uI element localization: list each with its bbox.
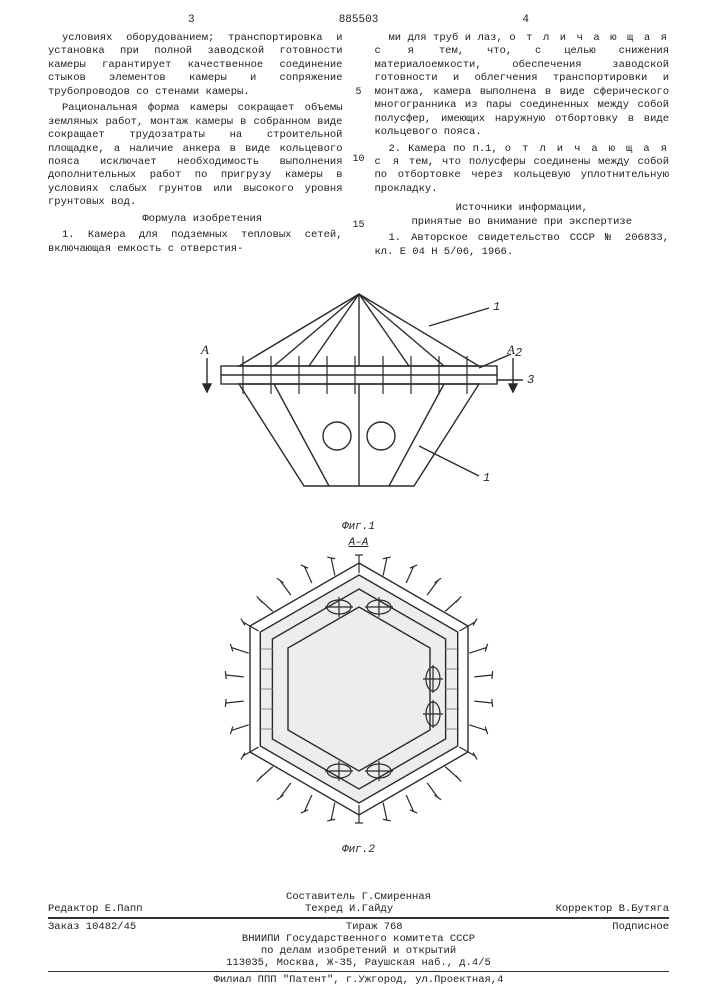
ln-10: 10 — [352, 154, 364, 167]
fig1-caption: Фиг.1 — [179, 521, 539, 533]
editor: Редактор Е.Папп — [48, 903, 143, 915]
text-columns: условиях оборудованием; транспортировка … — [48, 32, 669, 262]
right-column: ми для труб и лаз, о т л и ч а ю щ а я с… — [375, 32, 670, 262]
compiler: Составитель Г.Смиренная — [48, 891, 669, 903]
section-aa: А–А — [179, 537, 539, 549]
corrector: Корректор В.Бутяга — [556, 903, 669, 915]
left-p1: условиях оборудованием; транспортировка … — [48, 32, 343, 99]
source-1: 1. Авторское свидетельство СССР № 206833… — [375, 232, 670, 259]
fig1-label-1: 1 — [493, 300, 500, 314]
subscription: Подписное — [612, 921, 669, 933]
left-p3: 1. Камера для подземных тепловых сетей, … — [48, 229, 343, 256]
right-p1: ми для труб и лаз, о т л и ч а ю щ а я с… — [375, 32, 670, 140]
fig1-label-3: 3 — [527, 373, 534, 387]
page-num-left: 3 — [188, 14, 195, 26]
fig1-label-2: 2 — [515, 346, 522, 360]
filial: Филиал ППП "Патент", г.Ужгород, ул.Проек… — [48, 974, 669, 986]
figure-1: А А 1 2 3 1 — [179, 276, 539, 516]
patent-number: 885503 — [48, 14, 669, 26]
org-line-1: ВНИИПИ Государственного комитета СССР — [48, 933, 669, 945]
techred: Техред И.Гайду — [305, 903, 393, 915]
line-numbers: 5 10 15 — [351, 32, 367, 262]
page-num-right: 4 — [522, 14, 529, 26]
arrow-a-left: А — [200, 342, 209, 357]
sources-title: Источники информации, принятые во вниман… — [375, 202, 670, 229]
org-line-2: по делам изобретений и открытий — [48, 945, 669, 957]
ln-5: 5 — [355, 87, 361, 100]
imprint-footer: Составитель Г.Смиренная Редактор Е.Папп … — [48, 891, 669, 986]
print-run: Тираж 768 — [346, 921, 403, 933]
ln-15: 15 — [352, 220, 364, 233]
right-p2: 2. Камера по п.1, о т л и ч а ю щ а я с … — [375, 143, 670, 197]
left-p2: Рациональная форма камеры сокращает объе… — [48, 102, 343, 210]
order-no: Заказ 10482/45 — [48, 921, 136, 933]
formula-title: Формула изобретения — [48, 213, 343, 226]
svg-text:1: 1 — [483, 471, 490, 485]
address: 113035, Москва, Ж-35, Раушская наб., д.4… — [48, 957, 669, 969]
figure-2 — [179, 549, 539, 839]
fig2-caption: Фиг.2 — [179, 844, 539, 856]
left-column: условиях оборудованием; транспортировка … — [48, 32, 343, 262]
